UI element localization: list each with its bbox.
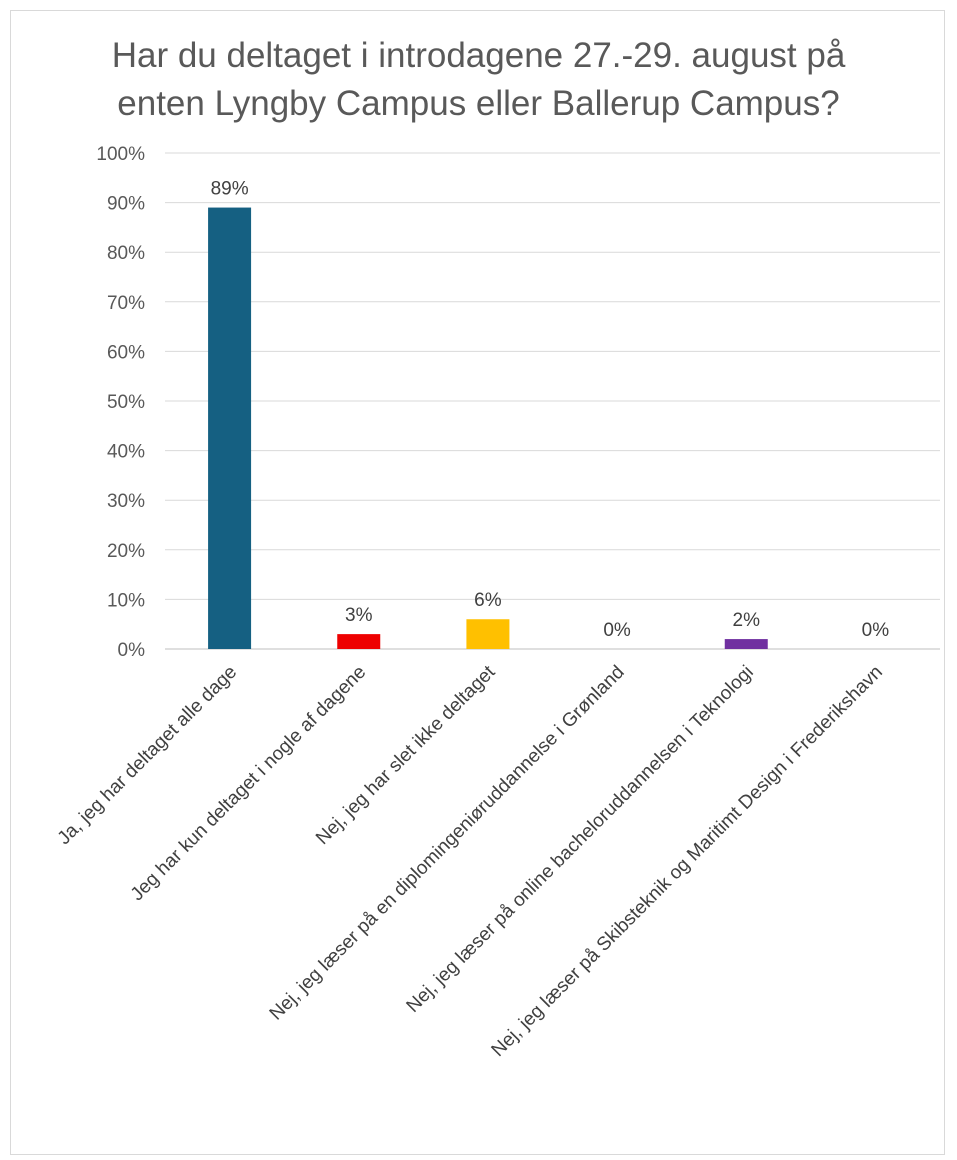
bar bbox=[466, 619, 510, 649]
data-labels: 89% 3% 6% 0% 2% 0% bbox=[211, 179, 890, 641]
data-label: 2% bbox=[733, 610, 761, 631]
data-label: 0% bbox=[603, 620, 631, 641]
data-label: 6% bbox=[474, 590, 502, 611]
bars bbox=[208, 207, 768, 649]
chart-title: Har du deltaget i introdagene 27.-29. au… bbox=[0, 32, 957, 128]
y-tick-label: 90% bbox=[107, 194, 145, 215]
y-axis: 0% 10% 20% 30% 40% 50% 60% 70% 80% 90% 100% bbox=[96, 144, 145, 661]
y-tick-label: 60% bbox=[107, 342, 145, 363]
y-tick-label: 20% bbox=[107, 541, 145, 562]
y-tick-label: 100% bbox=[96, 144, 145, 165]
y-tick-label: 70% bbox=[107, 293, 145, 314]
chart-title-line-2: enten Lyngby Campus eller Ballerup Campu… bbox=[117, 84, 840, 123]
y-tick-label: 50% bbox=[107, 392, 145, 413]
y-tick-label: 40% bbox=[107, 442, 145, 463]
y-tick-label: 0% bbox=[118, 640, 146, 661]
gridlines bbox=[165, 152, 940, 650]
data-label: 89% bbox=[211, 179, 249, 200]
bar bbox=[724, 639, 768, 649]
chart-area bbox=[10, 10, 945, 1155]
data-label: 3% bbox=[345, 605, 373, 626]
chart-title-line-1: Har du deltaget i introdagene 27.-29. au… bbox=[111, 36, 846, 75]
y-tick-label: 10% bbox=[107, 590, 145, 611]
y-tick-label: 80% bbox=[107, 243, 145, 264]
category-label: Jeg har kun deltaget i nogle af dagene bbox=[127, 662, 370, 905]
data-label: 0% bbox=[862, 620, 890, 641]
bar bbox=[208, 207, 252, 649]
y-tick-label: 30% bbox=[107, 491, 145, 512]
bar bbox=[337, 634, 381, 649]
